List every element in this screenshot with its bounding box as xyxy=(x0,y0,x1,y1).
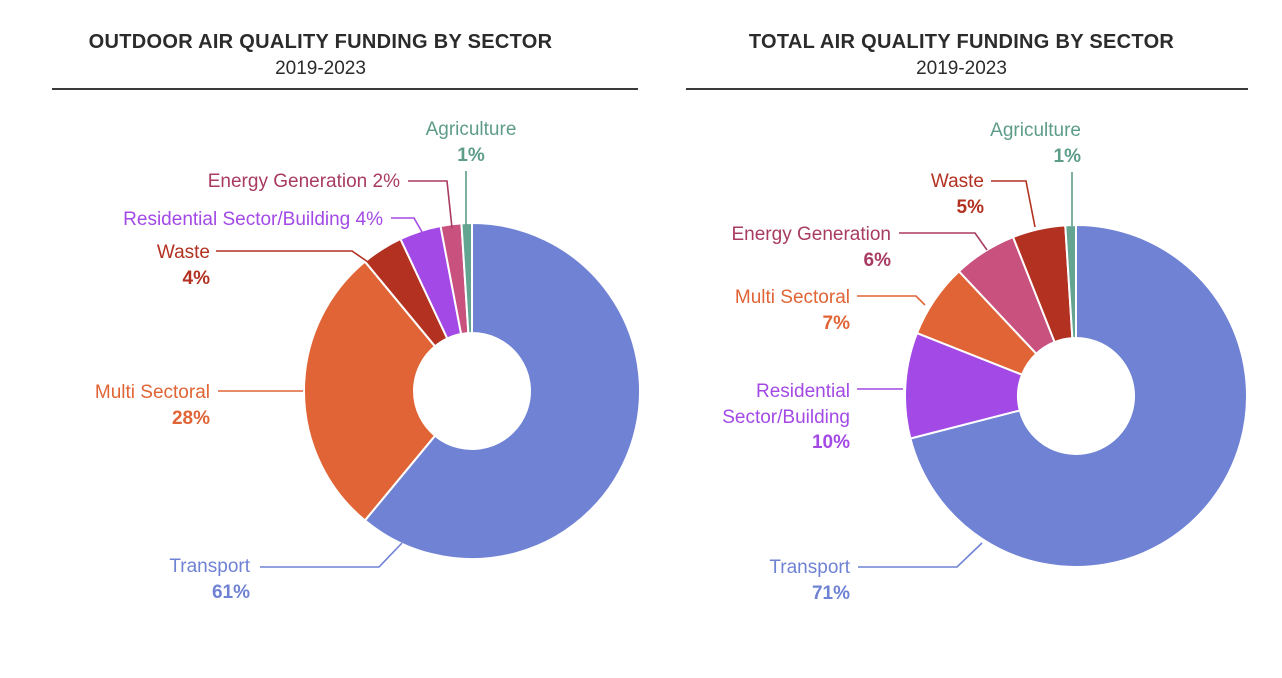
label-percent: 6% xyxy=(864,250,892,271)
label-name-line: Sector/Building xyxy=(722,407,850,428)
title-divider xyxy=(52,88,638,90)
slice-transport xyxy=(363,221,641,560)
slice-transport xyxy=(909,223,1248,568)
donut-slices xyxy=(303,221,641,560)
label-percent: 2% xyxy=(373,171,401,192)
leader-line-energy-generation xyxy=(899,232,988,251)
leader-line-transport xyxy=(260,542,403,568)
label-name: Agriculture xyxy=(990,120,1081,141)
leader-line-transport xyxy=(858,542,983,568)
slice-agriculture xyxy=(1064,223,1077,340)
label-name: Waste xyxy=(931,171,984,192)
label-name: Transport xyxy=(769,557,850,578)
label-percent: 4% xyxy=(183,268,211,289)
total-chart-panel: TOTAL AIR QUALITY FUNDING BY SECTOR 2019… xyxy=(641,0,1282,678)
label-percent: 28% xyxy=(172,408,210,429)
chart-title: OUTDOOR AIR QUALITY FUNDING BY SECTOR xyxy=(88,31,553,53)
leader-line-waste xyxy=(991,180,1036,228)
chart-subtitle: 2019-2023 xyxy=(275,58,366,79)
label-name: Transport xyxy=(169,556,250,577)
label-percent: 5% xyxy=(957,197,985,218)
chart-title: TOTAL AIR QUALITY FUNDING BY SECTOR xyxy=(748,31,1175,53)
total-donut-chart: Transport 71% Residential Sector/Building 10… xyxy=(722,120,1248,604)
slice-agriculture xyxy=(460,221,473,335)
leader-line-residential-sector-building xyxy=(391,217,423,233)
label-percent: 61% xyxy=(212,582,250,603)
label-energy-generation: Energy Generation 2% xyxy=(208,171,400,192)
label-percent: 1% xyxy=(1054,146,1082,167)
label-residential-sector-building: Residential Sector/Building 4% xyxy=(123,209,383,230)
chart-subtitle: 2019-2023 xyxy=(916,58,1007,79)
label-name: Waste xyxy=(157,242,210,263)
label-percent: 4% xyxy=(356,209,384,230)
slice-multi-sectoral xyxy=(303,260,437,522)
label-percent: 71% xyxy=(812,583,850,604)
label-name: Multi Sectoral xyxy=(95,382,210,403)
label-name-line: Residential xyxy=(756,381,850,402)
donut-slices xyxy=(904,223,1248,568)
leader-line-waste xyxy=(216,250,369,263)
label-percent: 10% xyxy=(812,432,850,453)
label-name: Agriculture xyxy=(426,119,517,140)
label-name: Energy Generation xyxy=(732,224,892,245)
title-divider xyxy=(686,88,1248,90)
label-percent: 1% xyxy=(457,145,485,166)
label-name: Energy Generation xyxy=(208,171,368,192)
outdoor-chart-panel: OUTDOOR AIR QUALITY FUNDING BY SECTOR 20… xyxy=(52,31,641,603)
label-name: Multi Sectoral xyxy=(735,287,850,308)
leader-line-multi-sectoral xyxy=(857,295,926,306)
label-name: Residential Sector/Building xyxy=(123,209,350,230)
label-percent: 7% xyxy=(823,313,851,334)
leader-line-energy-generation xyxy=(408,180,453,229)
